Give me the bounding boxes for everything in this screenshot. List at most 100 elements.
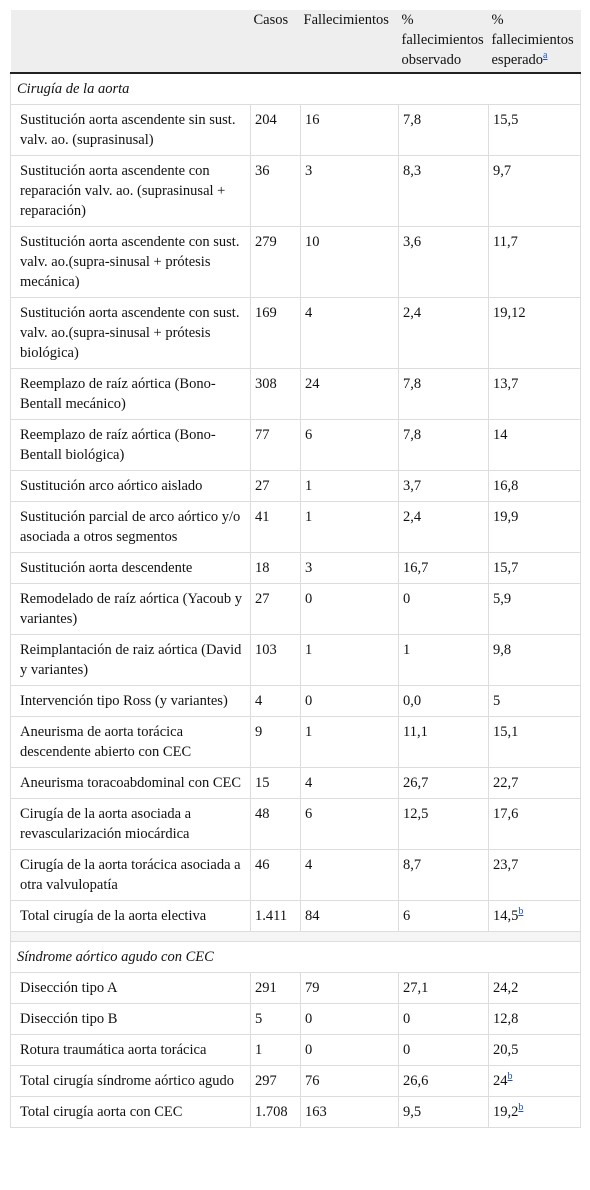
cell-text: Reemplazo de raíz aórtica (Bono-Bentall …	[20, 427, 216, 463]
footnote-link[interactable]: a	[543, 50, 548, 62]
cell: 103	[250, 634, 301, 686]
cell: 24b	[488, 1065, 581, 1097]
cell: 7,8	[398, 419, 489, 471]
cell: 36	[250, 155, 301, 227]
row-label: Sustitución parcial de arco aórtico y/o …	[10, 501, 251, 553]
cell-text: 13,7	[493, 376, 519, 392]
cell-text: 1	[305, 724, 313, 740]
cell-text: 16,8	[493, 478, 519, 494]
cell: 4	[250, 685, 301, 717]
cell: 27,1	[398, 972, 489, 1004]
spacer-cell	[10, 931, 581, 942]
cell: 163	[300, 1096, 399, 1128]
cell: 4	[300, 297, 399, 369]
cell: 9	[250, 716, 301, 768]
table-row: Sustitución aorta ascendente con sust. v…	[10, 297, 581, 369]
cell: 10	[300, 226, 399, 298]
cell-text: 12,8	[493, 1011, 519, 1027]
cell-text: 7,8	[403, 427, 422, 443]
cell-text: 77	[255, 427, 270, 443]
cell: 3,6	[398, 226, 489, 298]
row-label: Total cirugía de la aorta electiva	[10, 900, 251, 932]
cell-text: 1	[305, 478, 313, 494]
cell: 12,8	[488, 1003, 581, 1035]
table-row: Rotura traumática aorta torácica 1 0 0 20,5	[10, 1034, 581, 1066]
cell-text: Disección tipo A	[20, 980, 118, 996]
cell: 0	[398, 583, 489, 635]
cell: 13,7	[488, 368, 581, 420]
cell: 16	[300, 104, 399, 156]
header-cell: % fallecimientos observado	[397, 10, 489, 74]
cell-text: 3,6	[403, 234, 422, 250]
cell-text: 14,5	[493, 908, 519, 924]
cell: 17,6	[488, 798, 581, 850]
cell-text: 24	[305, 376, 320, 392]
cell: 46	[250, 849, 301, 901]
cell-text: 15	[255, 775, 270, 791]
cell: 48	[250, 798, 301, 850]
cell-text: Sustitución parcial de arco aórtico y/o …	[20, 509, 241, 545]
cell-text: 4	[305, 775, 313, 791]
cell-text: 12,5	[403, 806, 429, 822]
cell: 15,1	[488, 716, 581, 768]
cell: 6	[300, 419, 399, 471]
cell-text: 308	[255, 376, 277, 392]
header-cell	[10, 10, 251, 74]
cell-text: 27	[255, 478, 270, 494]
cell: 76	[300, 1065, 399, 1097]
cell: 20,5	[488, 1034, 581, 1066]
cell: 77	[250, 419, 301, 471]
cell: 1.708	[250, 1096, 301, 1128]
table-row: Cirugía de la aorta asociada a revascula…	[10, 798, 581, 850]
footnote-link[interactable]: b	[507, 1071, 513, 1083]
cell-text: 1	[305, 509, 313, 525]
cell-text: 103	[255, 642, 277, 658]
cell: 1	[300, 470, 399, 502]
cell-text: 84	[305, 908, 320, 924]
cell: 4	[300, 767, 399, 799]
cell: 2,4	[398, 501, 489, 553]
row-label: Disección tipo B	[10, 1003, 251, 1035]
row-label: Sustitución aorta ascendente con sust. v…	[10, 226, 251, 298]
cell-text: 15,1	[493, 724, 519, 740]
cell-text: 48	[255, 806, 270, 822]
cell: 19,2b	[488, 1096, 581, 1128]
footnote-link[interactable]: b	[518, 1102, 524, 1114]
cell-text: 24,2	[493, 980, 519, 996]
footnote-link[interactable]: b	[518, 906, 524, 918]
cell: 8,7	[398, 849, 489, 901]
row-label: Cirugía de la aorta torácica asociada a …	[10, 849, 251, 901]
cell-text: 26,6	[403, 1073, 429, 1089]
cell: 291	[250, 972, 301, 1004]
table-row: Total cirugía síndrome aórtico agudo 297 7…	[10, 1065, 581, 1097]
row-label: Reemplazo de raíz aórtica (Bono-Bentall …	[10, 419, 251, 471]
cell: 3	[300, 155, 399, 227]
cell-text: Sustitución arco aórtico aislado	[20, 478, 203, 494]
cell-text: 2,4	[403, 305, 422, 321]
row-label: Rotura traumática aorta torácica	[10, 1034, 251, 1066]
cell: 19,12	[488, 297, 581, 369]
cell-text: 16,7	[403, 560, 429, 576]
cell-text: 1	[305, 642, 313, 658]
cell-text: Reemplazo de raíz aórtica (Bono-Bentall …	[20, 376, 216, 412]
cell-text: 0	[305, 1011, 313, 1027]
cell-text: 6	[403, 908, 411, 924]
table-row: Disección tipo B 5 0 0 12,8	[10, 1003, 581, 1035]
cell-text: 3	[305, 560, 313, 576]
row-label: Total cirugía síndrome aórtico agudo	[10, 1065, 251, 1097]
row-label: Reimplantación de raiz aórtica (David y …	[10, 634, 251, 686]
cell-text: Total cirugía aorta con CEC	[20, 1104, 183, 1120]
table-row: Reemplazo de raíz aórtica (Bono-Bentall …	[10, 368, 581, 420]
cell-text: Reimplantación de raiz aórtica (David y …	[20, 642, 242, 678]
row-label: Sustitución aorta ascendente con reparac…	[10, 155, 251, 227]
header-row: Casos Fallecimientos % fallecimientos obse…	[10, 10, 581, 74]
header-text: Fallecimientos	[303, 12, 389, 28]
row-label: Cirugía de la aorta asociada a revascula…	[10, 798, 251, 850]
cell: 14	[488, 419, 581, 471]
row-label: Sustitución aorta ascendente sin sust. v…	[10, 104, 251, 156]
cell-text: 297	[255, 1073, 277, 1089]
cell-text: 1	[255, 1042, 263, 1058]
cell: 15	[250, 767, 301, 799]
cell: 308	[250, 368, 301, 420]
